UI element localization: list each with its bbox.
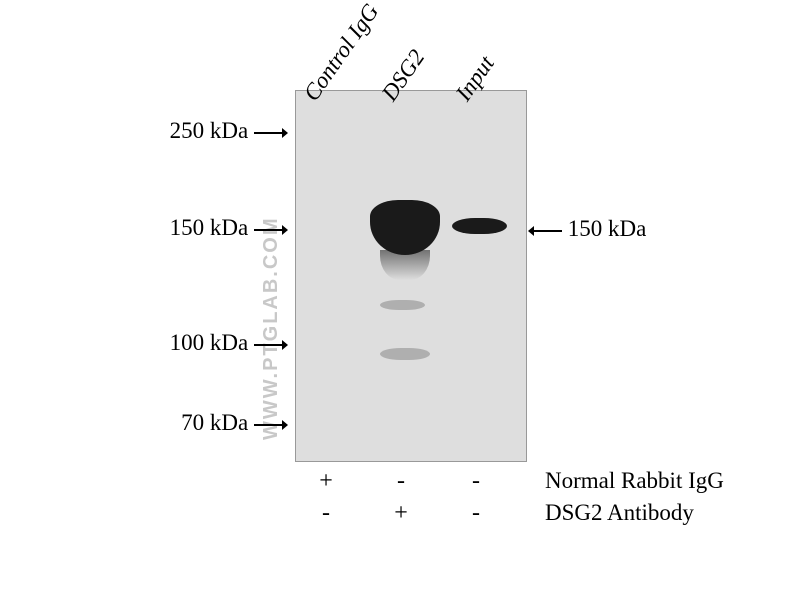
treatment-label: DSG2 Antibody <box>545 500 694 526</box>
mw-text: 100 kDa <box>170 330 249 355</box>
band-input <box>452 218 507 234</box>
figure-container: WWW.PTGLAB.COM Control IgG DSG2 Input 25… <box>0 0 800 600</box>
detected-band-label: 150 kDa <box>528 216 646 242</box>
treatment-label: Normal Rabbit IgG <box>545 468 724 494</box>
arrow-right-icon <box>254 223 288 237</box>
treat-sign: - <box>386 468 416 495</box>
treat-sign: + <box>386 500 416 527</box>
arrow-left-icon <box>528 224 562 238</box>
mw-marker: 150 kDa <box>170 215 288 241</box>
mw-text: 70 kDa <box>181 410 248 435</box>
mw-text: 250 kDa <box>170 118 249 143</box>
arrow-right-icon <box>254 418 288 432</box>
arrow-right-icon <box>254 126 288 140</box>
watermark-text: WWW.PTGLAB.COM <box>260 216 283 440</box>
detected-band-text: 150 kDa <box>568 216 647 241</box>
treat-sign: - <box>311 500 341 527</box>
mw-text: 150 kDa <box>170 215 249 240</box>
treat-sign: + <box>311 468 341 495</box>
mw-marker: 100 kDa <box>170 330 288 356</box>
treat-sign: - <box>461 500 491 527</box>
mw-marker: 70 kDa <box>181 410 288 436</box>
band-faint <box>380 348 430 360</box>
band-faint <box>380 300 425 310</box>
mw-marker: 250 kDa <box>170 118 288 144</box>
treat-sign: - <box>461 468 491 495</box>
arrow-right-icon <box>254 338 288 352</box>
